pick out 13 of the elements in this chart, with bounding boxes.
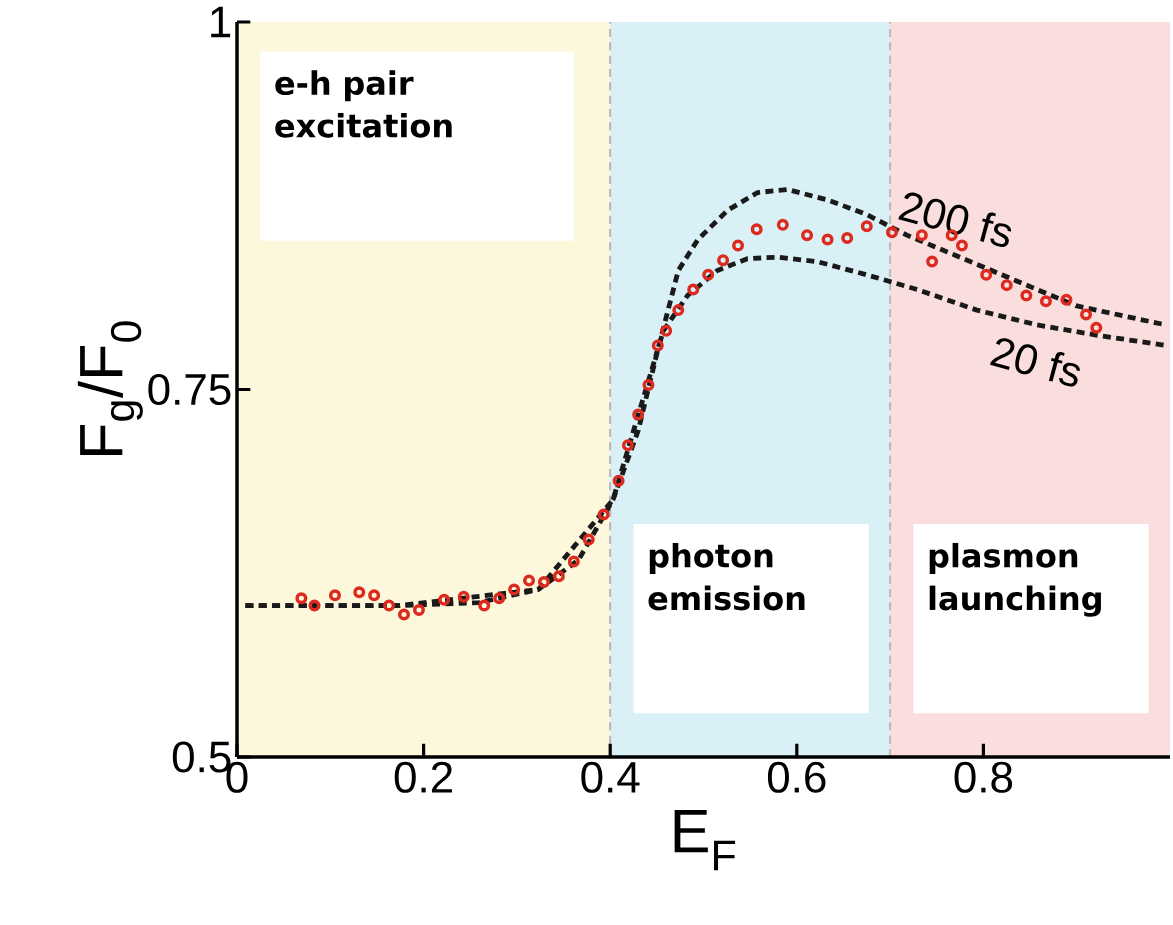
- x-tick-label: 0.8: [954, 761, 1013, 793]
- y-axis-title: F$_{g}$/F$_{0}$: [77, 321, 143, 455]
- text: 200 fs: [898, 192, 1012, 247]
- y-tick-label: 0.75: [148, 373, 231, 406]
- y-tick-label: 1: [211, 6, 231, 38]
- band-label: plasmon launching: [929, 542, 1101, 617]
- band-label: photon emission: [648, 542, 805, 611]
- band-label: e-h pair excitation: [275, 70, 452, 138]
- x-tick-label: 0.2: [394, 761, 452, 793]
- x-tick-label: 0.4: [581, 761, 640, 793]
- text: 20 fs: [990, 338, 1080, 387]
- x-tick-label: 0.6: [767, 761, 826, 793]
- x-axis-title: E$_{F}$: [674, 810, 736, 871]
